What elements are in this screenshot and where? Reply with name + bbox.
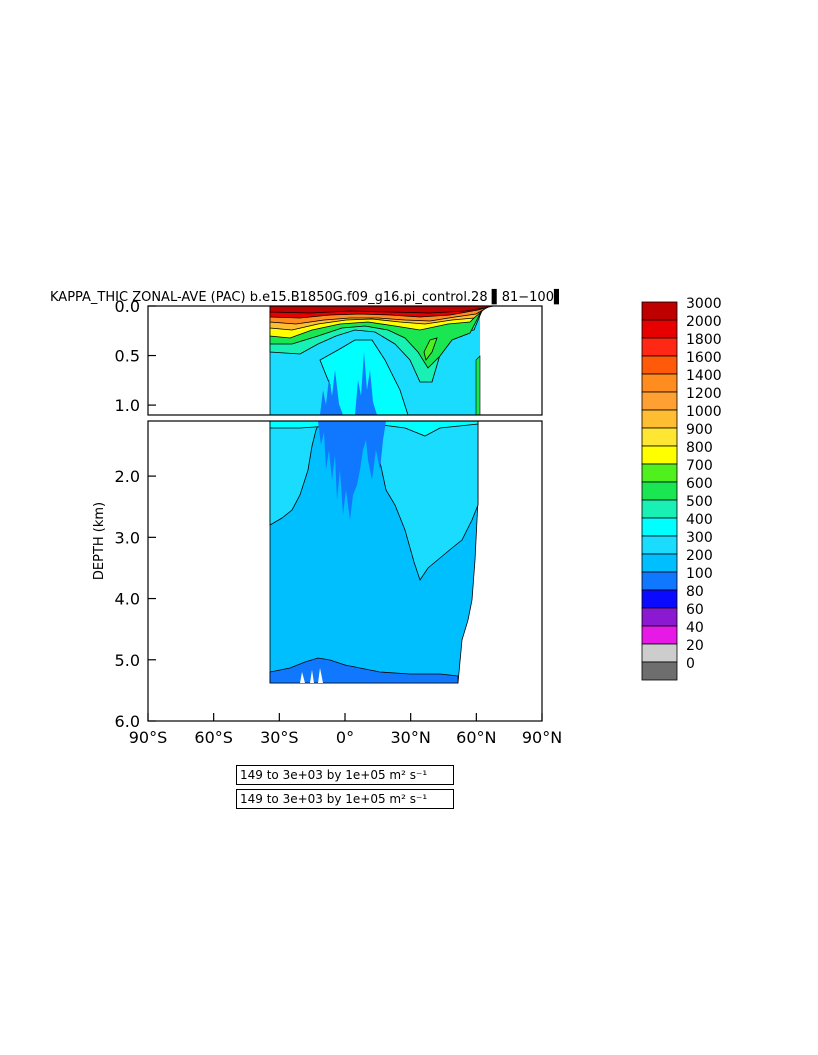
lower-mid-field [269, 421, 479, 581]
upper-panel [269, 306, 495, 415]
colorbar-swatch [641, 409, 678, 429]
y-tick-label: 4.0 [115, 590, 140, 609]
colorbar-swatch [641, 301, 678, 321]
upper-green-patch [423, 337, 438, 361]
y-axis-upper: 0.0 0.5 1.0 [115, 297, 156, 415]
colorbar-swatch [641, 661, 678, 681]
x-axis: 90°S 60°S 30°S 0° 30°N 60°N 90°N [129, 713, 562, 747]
range-info-box-1: 149 to 3e+03 by 1e+05 m² s⁻¹ [236, 765, 454, 785]
colorbar-label: 1800 [686, 332, 722, 348]
colorbar-swatch [641, 553, 678, 573]
colorbar-swatch [641, 463, 678, 483]
upper-cyan-band [269, 306, 409, 415]
colorbar-label: 1600 [686, 350, 722, 366]
upper-panel-frame [147, 305, 543, 416]
colorbar-label: 1000 [686, 404, 722, 420]
colorbar-swatch [641, 445, 678, 465]
colorbar-label: 800 [686, 440, 713, 456]
colorbar-label: 1400 [686, 368, 722, 384]
colorbar-swatch [641, 319, 678, 339]
x-tick-label: 60°S [194, 728, 233, 747]
colorbar-swatch [641, 373, 678, 393]
colorbar-label: 80 [686, 584, 704, 600]
colorbar-label: 1200 [686, 386, 722, 402]
chart-title: KAPPA_THIC ZONAL-AVE (PAC) b.e15.B1850G.… [50, 288, 564, 305]
colorbar-label: 900 [686, 422, 713, 438]
y-tick-label: 3.0 [115, 528, 140, 547]
colorbar-label: 500 [686, 494, 713, 510]
colorbar-swatch [641, 571, 678, 591]
range-info-text-1: 149 to 3e+03 by 1e+05 m² s⁻¹ [240, 768, 428, 782]
colorbar-label: 600 [686, 476, 713, 492]
colorbar-label: 20 [686, 638, 704, 654]
colorbar-label: 700 [686, 458, 713, 474]
x-tick-label: 0° [336, 728, 354, 747]
upper-mid-spikes [320, 352, 377, 415]
colorbar-label: 0 [686, 656, 695, 672]
colorbar-label: 60 [686, 602, 704, 618]
upper-green-east [475, 355, 481, 415]
colorbar-swatch [641, 355, 678, 375]
y-axis-lower: 2.0 3.0 4.0 5.0 6.0 [115, 467, 156, 731]
x-tick-label: 90°S [129, 728, 168, 747]
lower-panel [269, 421, 479, 684]
colorbar-swatch [641, 481, 678, 501]
lower-bottom-gaps [300, 668, 323, 683]
range-info-text-2: 149 to 3e+03 by 1e+05 m² s⁻¹ [240, 792, 428, 806]
colorbar-label: 400 [686, 512, 713, 528]
x-tick-label: 60°N [456, 728, 496, 747]
colorbar-label: 3000 [686, 296, 722, 312]
colorbar-label: 100 [686, 566, 713, 582]
colorbar-swatch [641, 391, 678, 411]
colorbar-label: 2000 [686, 314, 722, 330]
lower-bottom-layer [269, 657, 459, 684]
upper-dark-red-band [269, 306, 495, 314]
colorbar-swatch [641, 427, 678, 447]
colorbar-label: 300 [686, 530, 713, 546]
colorbar-swatch [641, 337, 678, 357]
lower-spiky-plumes [318, 421, 386, 520]
x-tick-label: 30°N [391, 728, 431, 747]
colorbar-swatch [641, 589, 678, 609]
y-tick-label: 0.0 [115, 297, 140, 316]
colorbar: 3000200018001600140012001000900800700600… [641, 296, 722, 681]
y-tick-label: 2.0 [115, 467, 140, 486]
x-tick-label: 90°N [522, 728, 562, 747]
y-tick-label: 1.0 [115, 396, 140, 415]
x-tick-label: 30°S [260, 728, 299, 747]
colorbar-swatch [641, 517, 678, 537]
y-tick-label: 0.5 [115, 347, 140, 366]
colorbar-swatch [641, 535, 678, 555]
y-tick-label: 6.0 [115, 712, 140, 731]
y-axis-label: DEPTH (km) [92, 502, 107, 580]
colorbar-label: 40 [686, 620, 704, 636]
range-info-box-2: 149 to 3e+03 by 1e+05 m² s⁻¹ [236, 789, 454, 809]
y-tick-label: 5.0 [115, 651, 140, 670]
colorbar-swatch [641, 625, 678, 645]
colorbar-label: 200 [686, 548, 713, 564]
colorbar-swatch [641, 499, 678, 519]
colorbar-swatch [641, 643, 678, 663]
colorbar-swatch [641, 607, 678, 627]
